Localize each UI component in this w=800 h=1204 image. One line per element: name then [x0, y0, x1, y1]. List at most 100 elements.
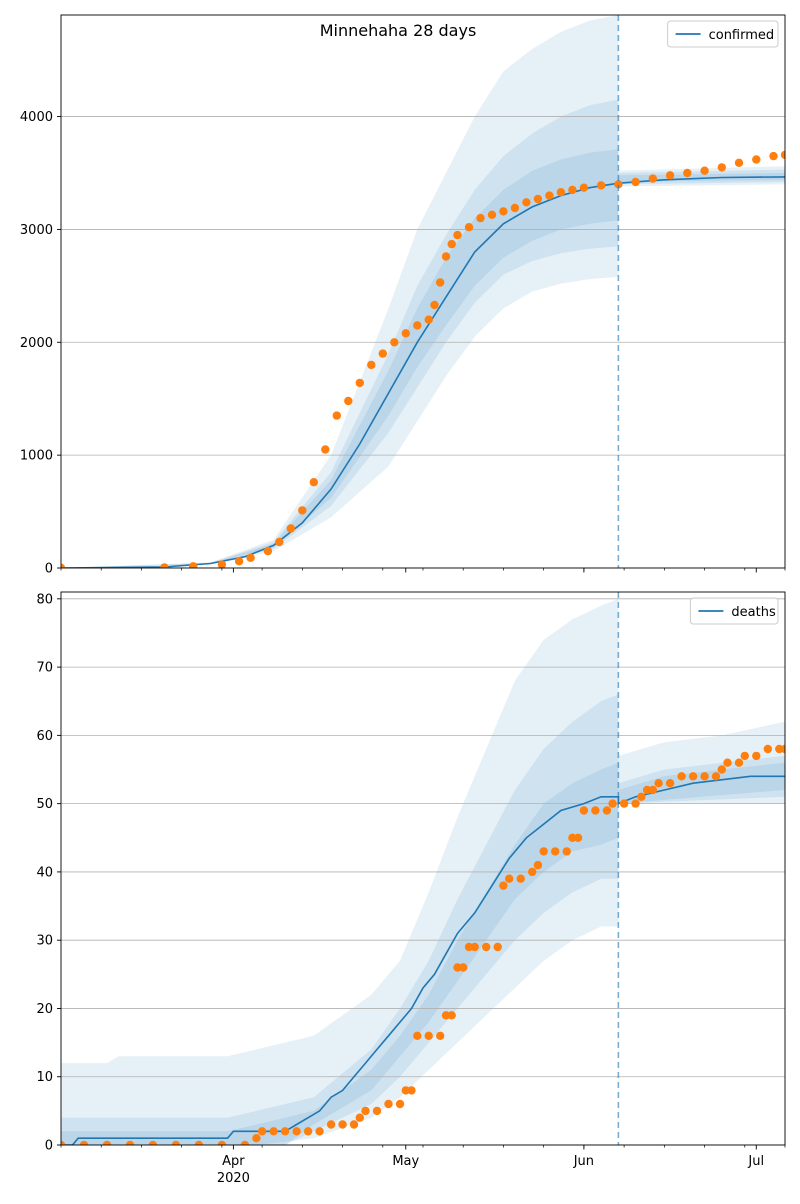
observed-point [298, 506, 307, 515]
observed-point [568, 185, 577, 195]
observed-point [740, 751, 749, 761]
observed-point [522, 198, 531, 207]
y-tick-label: 30 [36, 934, 53, 949]
y-tick-label: 60 [36, 729, 53, 744]
observed-point [499, 207, 508, 216]
observed-point [321, 445, 330, 454]
observed-point [602, 806, 612, 815]
observed-point [194, 1140, 204, 1145]
observed-point [648, 174, 657, 183]
observed-point [344, 396, 353, 406]
observed-point [234, 557, 244, 566]
observed-point [280, 1127, 290, 1136]
observed-point [769, 151, 778, 161]
y-tick-label: 40 [36, 865, 53, 880]
x-tick-label: Jun [573, 1154, 594, 1169]
y-tick-label: 50 [36, 797, 53, 812]
legend: confirmed [667, 20, 779, 48]
observed-point [499, 881, 508, 890]
legend-label: deaths [731, 605, 776, 620]
observed-point [562, 847, 571, 856]
observed-point [579, 183, 589, 192]
observed-point [493, 942, 502, 952]
x-tick-label: Jul [747, 1154, 764, 1169]
y-tick-label: 20 [36, 1002, 53, 1017]
observed-point [700, 166, 709, 175]
observed-point [390, 338, 399, 347]
observed-point [677, 772, 686, 781]
observed-point [717, 765, 726, 774]
observed-point [275, 537, 284, 547]
observed-point [591, 806, 600, 815]
observed-point [424, 315, 433, 324]
observed-point [614, 180, 623, 189]
observed-point [292, 1127, 301, 1136]
observed-point [286, 524, 295, 533]
observed-point [453, 230, 462, 240]
observed-point [171, 1140, 181, 1145]
observed-point [717, 163, 726, 172]
observed-point [447, 1011, 456, 1020]
observed-point [257, 1127, 267, 1136]
observed-point [61, 1140, 66, 1145]
observed-point [637, 792, 646, 801]
observed-point [246, 553, 255, 562]
observed-point [470, 942, 479, 952]
observed-point [436, 1031, 445, 1041]
observed-point [683, 168, 692, 178]
observed-point [125, 1140, 135, 1145]
confirmed-panel: 0 1000 2000 3000 4000 confirmed [20, 14, 786, 577]
legend-box [667, 20, 779, 48]
observed-point [556, 188, 566, 197]
legend: deaths [689, 597, 779, 625]
observed-point [436, 278, 445, 287]
observed-point [252, 1134, 261, 1143]
observed-point [516, 874, 525, 883]
observed-point [269, 1127, 278, 1136]
observed-point [424, 1031, 433, 1041]
observed-point [533, 194, 543, 204]
observed-point [510, 203, 520, 213]
plot-area [61, 592, 785, 1145]
observed-point [384, 1099, 393, 1109]
observed-point [355, 378, 364, 388]
observed-point [160, 563, 169, 568]
observed-point [79, 1140, 89, 1145]
x-tick-label: May [392, 1154, 419, 1169]
x-tick-year-label: 2020 [217, 1171, 250, 1186]
observed-point [447, 239, 456, 249]
observed-point [361, 1106, 370, 1116]
y-tick-label: 2000 [20, 336, 53, 351]
observed-point [487, 210, 497, 219]
observed-point [401, 329, 410, 338]
y-tick-label: 1000 [20, 449, 53, 464]
legend-box [689, 597, 779, 625]
uncertainty-band-inner [61, 149, 785, 568]
observed-point [654, 779, 663, 788]
observed-point [148, 1140, 158, 1145]
observed-point [711, 772, 721, 781]
y-tick-label: 3000 [20, 223, 53, 238]
observed-point [608, 799, 617, 808]
observed-point [459, 963, 468, 972]
observed-point [430, 300, 439, 310]
observed-point [395, 1099, 405, 1109]
observed-point [309, 478, 318, 487]
observed-point [723, 758, 732, 767]
figure-title: Minnehaha 28 days [320, 21, 477, 40]
observed-point [355, 1113, 364, 1122]
observed-point [763, 744, 772, 754]
observed-point [407, 1086, 416, 1095]
observed-point [533, 860, 543, 870]
observed-point [780, 744, 785, 754]
y-tick-label: 70 [36, 661, 53, 676]
observed-point [372, 1106, 382, 1116]
observed-point [734, 158, 744, 167]
y-tick-label: 0 [45, 1139, 53, 1154]
observed-point [240, 1140, 250, 1145]
observed-point [539, 847, 548, 856]
observed-point [528, 867, 537, 877]
observed-point [545, 191, 554, 200]
observed-point [665, 779, 675, 788]
